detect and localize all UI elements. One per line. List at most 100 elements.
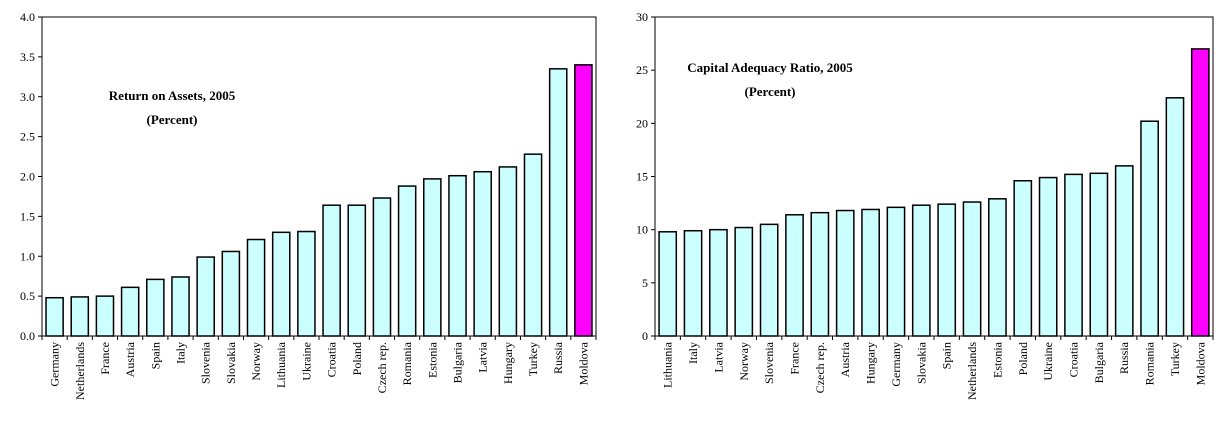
- bar: [146, 278, 165, 337]
- x-tick-label: Moldova: [576, 341, 590, 385]
- bar: [1013, 180, 1033, 337]
- y-tick-label: 0: [642, 329, 648, 343]
- plot-frame: [654, 16, 1214, 337]
- y-tick-label: 4.0: [20, 10, 35, 24]
- chart-panel: 0.0 0.5 1.0 1.5 2.0 2.5 3.0 3.5 4.0 Germany Nether…: [20, 10, 597, 400]
- x-tick-label: Norway: [737, 342, 751, 381]
- bar: [322, 204, 341, 337]
- y-tick-label: 3.5: [20, 50, 35, 64]
- x-tick-label: Czech rep.: [813, 342, 827, 393]
- x-tick-label: Italy: [174, 342, 188, 364]
- bar: [70, 296, 90, 337]
- x-tick-label: Estonia: [990, 341, 1004, 378]
- y-tick-label: 2.0: [20, 170, 35, 184]
- bar: [1165, 97, 1185, 337]
- x-tick-label: Romania: [400, 341, 414, 385]
- bar: [658, 231, 678, 337]
- bar: [372, 197, 392, 337]
- x-tick-label: Germany: [48, 342, 62, 387]
- x-tick-label: Russia: [551, 341, 565, 374]
- x-tick-label: Russia: [1117, 341, 1131, 374]
- x-tick-label: Latvia: [476, 341, 490, 372]
- x-tick-label: Slovenia: [199, 341, 213, 384]
- bar: [785, 214, 804, 337]
- bar: [911, 204, 931, 337]
- x-tick-label: Estonia: [425, 341, 439, 378]
- y-tick-label: 10: [636, 223, 648, 237]
- bar: [297, 230, 316, 337]
- bar: [397, 185, 417, 337]
- bar: [988, 198, 1007, 337]
- bar: [221, 250, 241, 337]
- x-tick-label: Slovakia: [914, 341, 928, 384]
- y-tick-label: 1.0: [20, 249, 35, 263]
- x-tick-label: Croatia: [325, 341, 339, 377]
- x-tick-label: Hungary: [501, 342, 515, 384]
- bar: [523, 153, 543, 337]
- bar: [498, 166, 518, 337]
- x-tick-label: Lithuania: [661, 341, 675, 388]
- bar: [709, 228, 728, 337]
- x-tick-label: Netherlands: [965, 342, 979, 400]
- plot-frame: [41, 16, 597, 337]
- chart-subtitle: (Percent): [744, 84, 795, 99]
- bar: [1190, 48, 1210, 337]
- x-tick-label: Turkey: [1168, 342, 1182, 376]
- x-tick-label: Bulgaria: [451, 341, 465, 383]
- bar: [1140, 120, 1159, 337]
- x-tick-label: Croatia: [1067, 341, 1081, 377]
- y-tick-label: 1.5: [20, 209, 35, 223]
- x-tick-label: Moldova: [1193, 341, 1207, 385]
- x-tick-label: Poland: [350, 342, 364, 375]
- x-tick-label: Poland: [1016, 342, 1030, 375]
- y-tick-label: 0.5: [20, 289, 35, 303]
- bar: [574, 64, 593, 337]
- chart-title: Return on Assets, 2005: [109, 88, 236, 103]
- bar: [95, 295, 115, 337]
- y-tick-label: 15: [636, 170, 648, 184]
- x-tick-label: Norway: [249, 342, 263, 381]
- y-tick-label: 20: [636, 116, 648, 130]
- bar: [759, 223, 779, 337]
- x-tick-label: Germany: [889, 342, 903, 387]
- bar: [271, 231, 291, 337]
- x-tick-label: Bulgaria: [1092, 341, 1106, 383]
- x-tick-label: France: [788, 342, 802, 375]
- bar: [120, 286, 140, 337]
- x-tick-label: France: [98, 342, 112, 375]
- y-tick-label: 5: [642, 276, 648, 290]
- chart-panel: 0 5 10 15 20 25 30 Lithuania Italy Latvia Norway Sl…: [636, 10, 1214, 400]
- bar: [423, 178, 442, 337]
- x-tick-label: Hungary: [864, 342, 878, 384]
- bar: [1038, 176, 1058, 337]
- x-tick-label: Spain: [940, 342, 954, 369]
- y-tick-label: 0.0: [20, 329, 35, 343]
- x-tick-label: Slovakia: [224, 341, 238, 384]
- x-tick-label: Latvia: [711, 341, 725, 372]
- bar: [171, 276, 190, 337]
- bar: [196, 256, 215, 337]
- bar: [962, 201, 982, 337]
- y-tick-label: 3.0: [20, 90, 35, 104]
- y-tick-label: 25: [636, 63, 648, 77]
- bar: [937, 203, 957, 337]
- x-tick-label: Netherlands: [73, 342, 87, 400]
- x-tick-label: Ukraine: [1041, 342, 1055, 381]
- x-tick-label: Czech rep.: [375, 342, 389, 393]
- y-tick-label: 2.5: [20, 130, 35, 144]
- bar: [734, 226, 754, 337]
- bar: [861, 208, 880, 337]
- x-tick-label: Austria: [123, 341, 137, 377]
- bar: [473, 170, 492, 337]
- bar: [246, 238, 266, 337]
- x-tick-label: Italy: [686, 342, 700, 364]
- bar: [347, 204, 367, 337]
- chart-subtitle: (Percent): [146, 112, 197, 127]
- chart-title: Capital Adequacy Ratio, 2005: [687, 60, 853, 75]
- bar: [548, 68, 568, 337]
- bar: [45, 296, 64, 337]
- bar: [886, 206, 906, 337]
- x-tick-label: Turkey: [526, 342, 540, 376]
